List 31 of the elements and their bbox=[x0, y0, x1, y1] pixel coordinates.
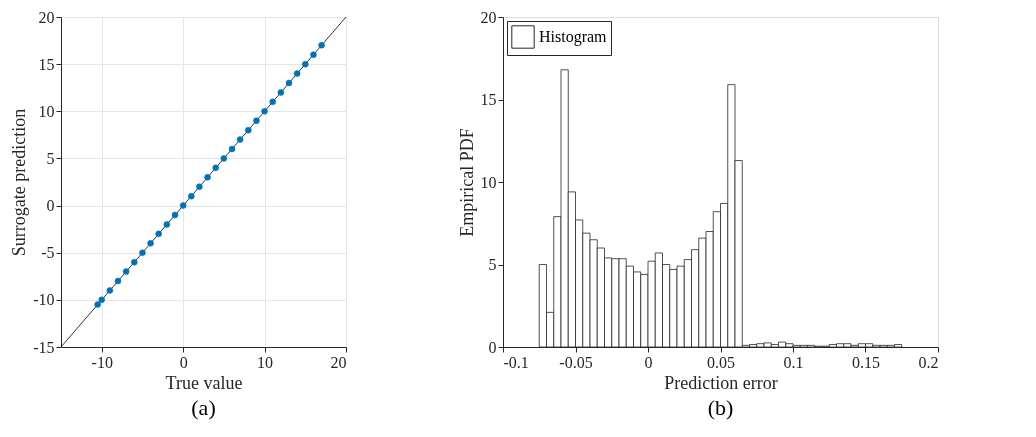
y-tick-label: 10 bbox=[480, 173, 497, 191]
x-tick-label: 0.1 bbox=[783, 353, 804, 371]
y-tick-label: 20 bbox=[38, 8, 55, 26]
x-tick-label: -0.05 bbox=[559, 353, 593, 371]
y-tick-label: -15 bbox=[33, 338, 55, 356]
y-tick-label: 10 bbox=[38, 102, 55, 120]
x-tick-label: -0.1 bbox=[503, 353, 529, 371]
y-tick-label: 20 bbox=[480, 8, 497, 26]
x-axis-title: Prediction error bbox=[664, 372, 778, 393]
x-tick-label: 10 bbox=[257, 353, 274, 371]
text: (a) bbox=[191, 395, 216, 420]
x-tick-label: 0.05 bbox=[707, 353, 735, 371]
y-tick-label: 5 bbox=[488, 256, 497, 273]
y-axis-title: Empirical PDF bbox=[456, 128, 477, 237]
x-axis-title: True value bbox=[165, 372, 243, 393]
y-tick-label: 5 bbox=[46, 149, 55, 167]
x-tick-label: 0.15 bbox=[852, 353, 880, 371]
x-tick-label: 0.2 bbox=[918, 353, 939, 371]
y-axis-title: Surrogate prediction bbox=[9, 108, 30, 257]
x-tick-label: 0 bbox=[179, 353, 188, 371]
x-tick-label: 0 bbox=[644, 353, 653, 371]
y-tick-label: -5 bbox=[41, 244, 55, 262]
text: (b) bbox=[707, 395, 734, 420]
x-tick-label: -10 bbox=[91, 353, 113, 371]
x-tick-label: 20 bbox=[330, 353, 347, 371]
y-tick-label: -10 bbox=[33, 291, 55, 309]
legend-label: Histogram bbox=[539, 28, 608, 46]
y-tick-label: 0 bbox=[46, 197, 55, 215]
y-tick-label: 15 bbox=[38, 55, 55, 73]
y-tick-label: 15 bbox=[480, 91, 497, 108]
y-tick-label: 0 bbox=[488, 338, 497, 356]
